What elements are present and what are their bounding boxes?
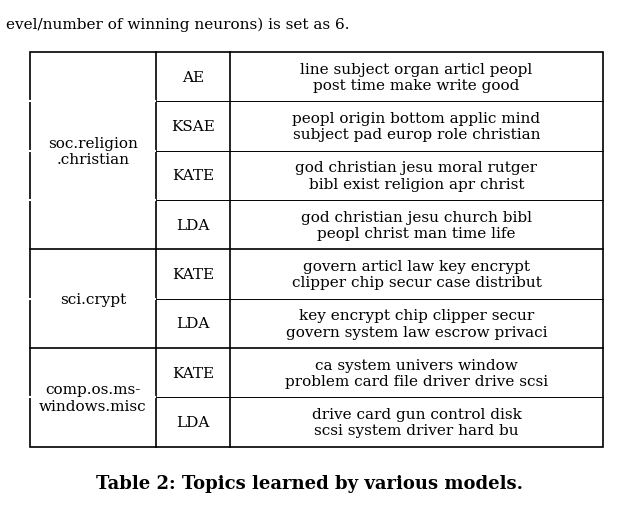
Text: line subject organ articl peopl
post time make write good: line subject organ articl peopl post tim…	[300, 63, 533, 93]
Text: evel/number of winning neurons) is set as 6.: evel/number of winning neurons) is set a…	[6, 18, 350, 32]
Text: LDA: LDA	[176, 218, 210, 232]
Text: LDA: LDA	[176, 317, 210, 331]
Text: KATE: KATE	[172, 169, 214, 183]
Text: god christian jesu moral rutger
bibl exist religion apr christ: god christian jesu moral rutger bibl exi…	[296, 161, 538, 191]
Text: govern articl law key encrypt
clipper chip secur case distribut: govern articl law key encrypt clipper ch…	[291, 260, 541, 290]
Text: key encrypt chip clipper secur
govern system law escrow privaci: key encrypt chip clipper secur govern sy…	[286, 309, 547, 339]
Text: drive card gun control disk
scsi system driver hard bu: drive card gun control disk scsi system …	[311, 407, 521, 437]
Bar	[30, 53, 603, 447]
Text: god christian jesu church bibl
peopl christ man time life: god christian jesu church bibl peopl chr…	[301, 210, 532, 240]
Text: comp.os.ms-
windows.misc: comp.os.ms- windows.misc	[39, 383, 146, 413]
Text: sci.crypt: sci.crypt	[60, 292, 126, 306]
Text: KATE: KATE	[172, 366, 214, 380]
Text: LDA: LDA	[176, 415, 210, 429]
Text: soc.religion
.christian: soc.religion .christian	[48, 136, 138, 167]
Text: Table 2: Topics learned by various models.: Table 2: Topics learned by various model…	[97, 474, 523, 492]
Text: AE: AE	[182, 71, 204, 85]
Text: ca system univers window
problem card file driver drive scsi: ca system univers window problem card fi…	[285, 358, 548, 388]
Text: peopl origin bottom applic mind
subject pad europ role christian: peopl origin bottom applic mind subject …	[293, 112, 541, 142]
Text: KSAE: KSAE	[171, 120, 215, 134]
Text: KATE: KATE	[172, 268, 214, 282]
